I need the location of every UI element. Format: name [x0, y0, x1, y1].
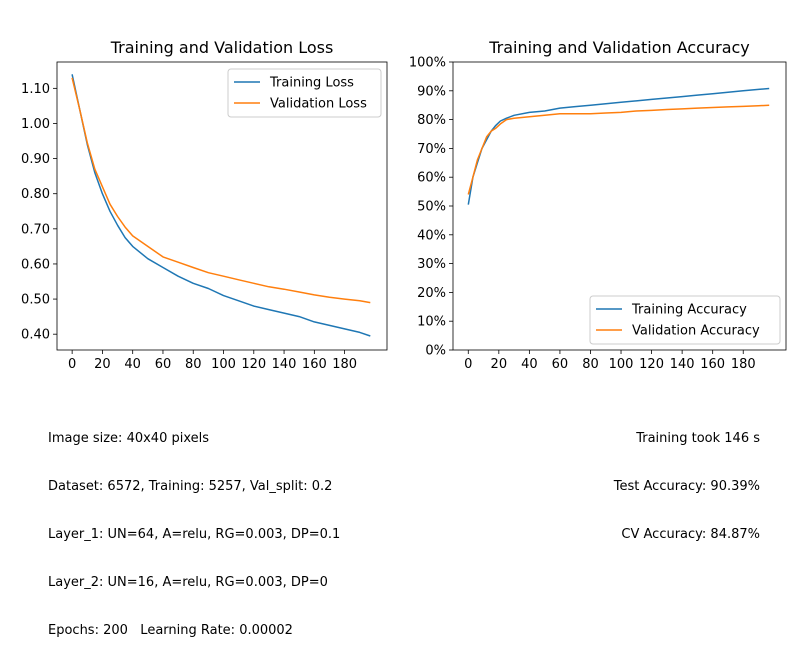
x-tick-label: 80: [185, 357, 202, 372]
y-tick-label: 0.70: [21, 222, 50, 237]
accuracy-chart: Training and Validation Accuracy 0 20 40 60 8…: [409, 38, 787, 372]
y-tick-label: 1.10: [21, 82, 50, 97]
x-tick-label: 120: [241, 357, 266, 372]
y-tick-label: 100%: [409, 56, 446, 71]
x-tick-label: 60: [552, 357, 569, 372]
figure: Training and Validation Loss 0 20 40 60 80 100…: [21, 38, 787, 372]
x-tick-label: 40: [124, 357, 141, 372]
x-tick-label: 80: [582, 357, 599, 372]
y-tick-label: 80%: [417, 113, 446, 128]
info-image-size: Image size: 40x40 pixels: [48, 431, 210, 446]
info-epochs: Epochs: 200 Learning Rate: 0.00002: [48, 623, 293, 638]
info-cv-accuracy: CV Accuracy: 84.87%: [621, 527, 760, 542]
y-tick-label: 70%: [417, 142, 446, 157]
y-tick-label: 30%: [417, 257, 446, 272]
legend-box: [589, 295, 781, 345]
x-tick-label: 100: [211, 357, 236, 372]
y-tick-label: 0.40: [21, 328, 50, 343]
y-tick-label: 10%: [417, 315, 446, 330]
y-tick-label: 0.80: [21, 187, 50, 202]
x-tick-label: 120: [639, 357, 664, 372]
plot-frame: [56, 61, 388, 351]
legend: Training Loss Validation Loss: [227, 68, 382, 118]
legend-label: Validation Loss: [270, 97, 367, 112]
x-tick-label: 180: [332, 357, 357, 372]
x-tick-label: 140: [670, 357, 695, 372]
y-tick-label: 0.60: [21, 257, 50, 272]
x-tick-label: 0: [464, 357, 472, 372]
y-tick-label: 90%: [417, 84, 446, 99]
legend-label: Training Accuracy: [631, 303, 747, 318]
y-tick-label: 1.00: [21, 117, 50, 132]
info-dataset: Dataset: 6572, Training: 5257, Val_split…: [48, 479, 333, 494]
series-line-training: [467, 87, 770, 205]
x-tick-label: 100: [609, 357, 634, 372]
legend-box: [227, 68, 382, 118]
series-line-validation: [71, 77, 371, 304]
loss-chart: Training and Validation Loss 0 20 40 60 80 100…: [21, 38, 388, 372]
y-tick-label: 0%: [425, 344, 446, 359]
y-tick-label: 0.50: [21, 293, 50, 308]
model-info-right: Training took 146 s Test Accuracy: 90.39…: [560, 399, 760, 559]
y-tick-label: 40%: [417, 228, 446, 243]
y-tick-label: 0.90: [21, 152, 50, 167]
y-tick-label: 60%: [417, 171, 446, 186]
legend-label: Training Loss: [269, 76, 354, 91]
x-tick-label: 160: [700, 357, 725, 372]
chart-title: Training and Validation Accuracy: [488, 38, 750, 57]
info-test-accuracy: Test Accuracy: 90.39%: [613, 479, 760, 494]
chart-title: Training and Validation Loss: [110, 38, 334, 57]
x-tick-label: 180: [731, 357, 756, 372]
legend-label: Validation Accuracy: [632, 324, 760, 339]
y-tick-label: 50%: [417, 200, 446, 215]
x-tick-label: 140: [272, 357, 297, 372]
x-tick-label: 0: [68, 357, 76, 372]
x-tick-label: 160: [302, 357, 327, 372]
x-tick-label: 60: [155, 357, 172, 372]
y-tick-label: 20%: [417, 286, 446, 301]
model-info-left: Image size: 40x40 pixels Dataset: 6572, …: [48, 399, 340, 655]
x-tick-label: 20: [94, 357, 111, 372]
info-layer-1: Layer_1: UN=64, A=relu, RG=0.003, DP=0.1: [48, 527, 341, 542]
info-layer-2: Layer_2: UN=16, A=relu, RG=0.003, DP=0: [48, 575, 328, 590]
series-line-validation: [467, 104, 770, 195]
x-tick-label: 40: [521, 357, 538, 372]
legend: Training Accuracy Validation Accuracy: [589, 295, 781, 345]
x-tick-label: 20: [491, 357, 508, 372]
series-line-training: [71, 74, 371, 337]
info-training-time: Training took 146 s: [636, 431, 760, 446]
